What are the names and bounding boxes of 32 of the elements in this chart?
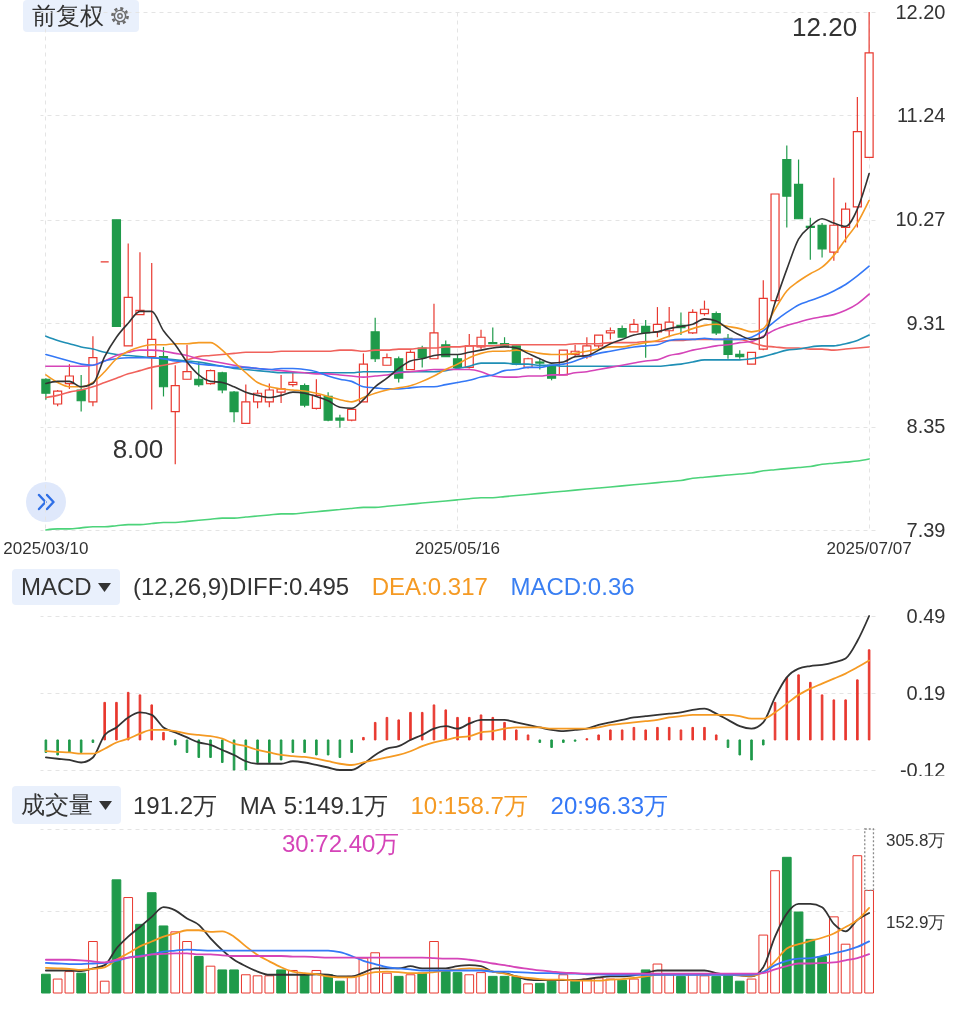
y-tick-label: 9.31 — [906, 311, 946, 334]
text: 191.2万 — [133, 792, 218, 819]
y-tick-label: 12.20 — [895, 0, 946, 23]
y-tick-label: 11.24 — [896, 103, 946, 126]
x-tick-label: 2025/03/10 — [3, 538, 89, 558]
y-tick-label: -0.12 — [899, 758, 946, 781]
dropdown-button: 成交量 — [12, 786, 121, 824]
chart-title: 前复权 — [32, 1, 104, 31]
y-tick-label: 10.27 — [895, 208, 946, 231]
legend-title: (12,26,9) — [133, 573, 230, 600]
chart-title: 成交量 — [21, 790, 93, 820]
y-tick-label: 8.35 — [906, 415, 946, 438]
annotation: 12.20 — [792, 12, 858, 42]
text: 5:149.1万 — [283, 792, 388, 819]
text: 20:96.33万 — [550, 792, 668, 819]
x-tick-label: 2025/07/07 — [826, 538, 912, 558]
y-tick-label: 305.8万 — [885, 830, 946, 850]
text: 30:72.40万 — [282, 830, 400, 857]
y-tick-label: 152.9万 — [885, 912, 946, 932]
text: DEA:0.317 — [371, 573, 488, 600]
dropdown-button: MACD — [12, 569, 120, 605]
legend-title: MA — [239, 792, 276, 819]
annotation: 8.00 — [112, 434, 164, 465]
chart-title: MACD — [21, 573, 92, 601]
y-tick-label: 0.19 — [906, 681, 946, 704]
y-tick-label: 0.49 — [906, 604, 946, 627]
text: 10:158.7万 — [410, 792, 528, 819]
text: DIFF:0.495 — [229, 573, 350, 600]
x-tick-label: 2025/05/16 — [414, 538, 501, 558]
text: MACD:0.36 — [510, 573, 635, 600]
settings-button: 前复权 — [23, 0, 139, 32]
y-tick-label: 7.39 — [906, 518, 946, 541]
